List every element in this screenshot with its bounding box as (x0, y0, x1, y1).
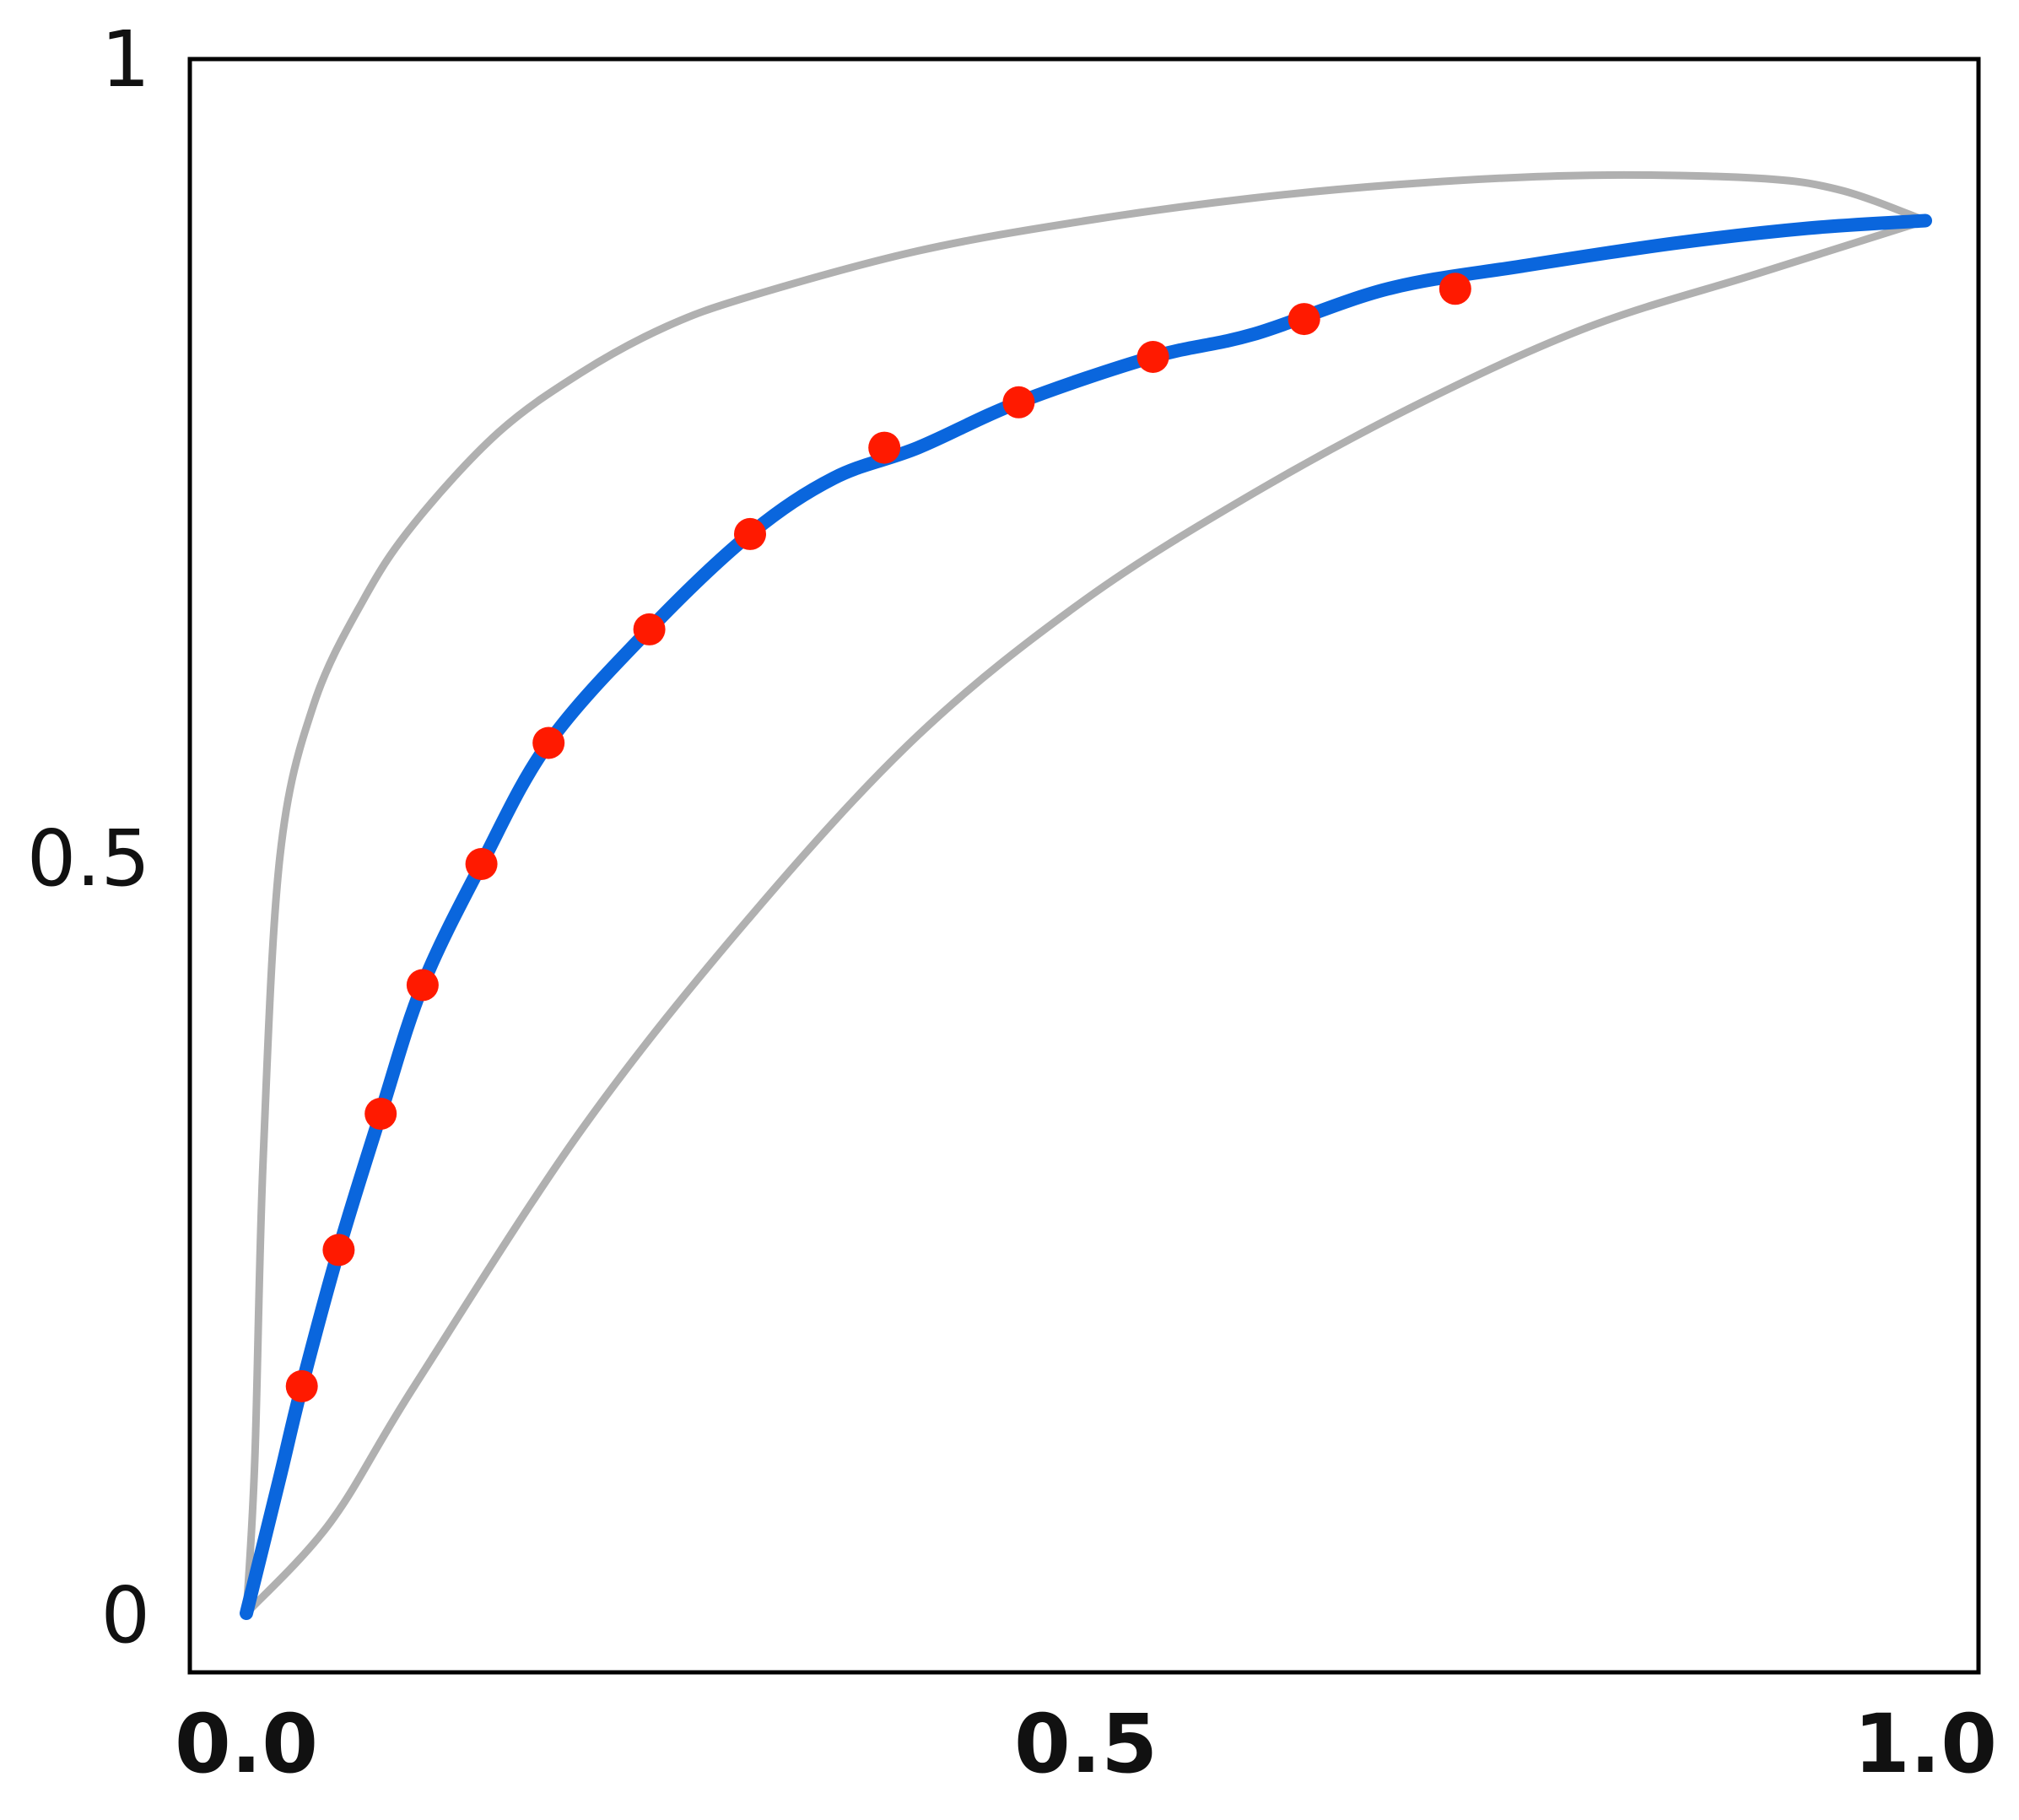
data-point-marker (868, 431, 901, 464)
y-tick-label: 0 (100, 1570, 150, 1661)
data-point-marker (364, 1098, 397, 1130)
confidence-band (242, 170, 1930, 1617)
marker-layer (285, 273, 1471, 1402)
lower-band-line (242, 217, 1930, 1617)
x-tick-label: 0.0 (175, 1697, 318, 1791)
y-axis-ticks: 00.51 (27, 14, 150, 1661)
data-point-marker (734, 517, 766, 550)
plot-frame (187, 57, 1981, 1675)
data-point-marker (465, 848, 498, 880)
data-point-marker (1439, 273, 1471, 305)
data-point-marker (406, 969, 439, 1002)
data-point-marker (532, 726, 565, 759)
data-point-marker (633, 613, 666, 645)
y-tick-label: 1 (100, 14, 150, 105)
data-point-marker (285, 1369, 318, 1402)
main-curve-line (240, 213, 1932, 1620)
data-point-marker (322, 1234, 355, 1266)
x-axis-ticks: 0.0 0.5 1.0 (175, 1697, 1997, 1791)
y-tick-label: 0.5 (27, 813, 150, 904)
data-point-marker (1288, 303, 1320, 336)
x-tick-label: 0.5 (1014, 1697, 1158, 1791)
x-tick-label: 1.0 (1854, 1697, 1997, 1791)
data-point-marker (1002, 386, 1035, 419)
upper-band-line (242, 170, 1930, 1617)
main-curve-layer (240, 213, 1932, 1620)
data-point-marker (1136, 341, 1169, 373)
